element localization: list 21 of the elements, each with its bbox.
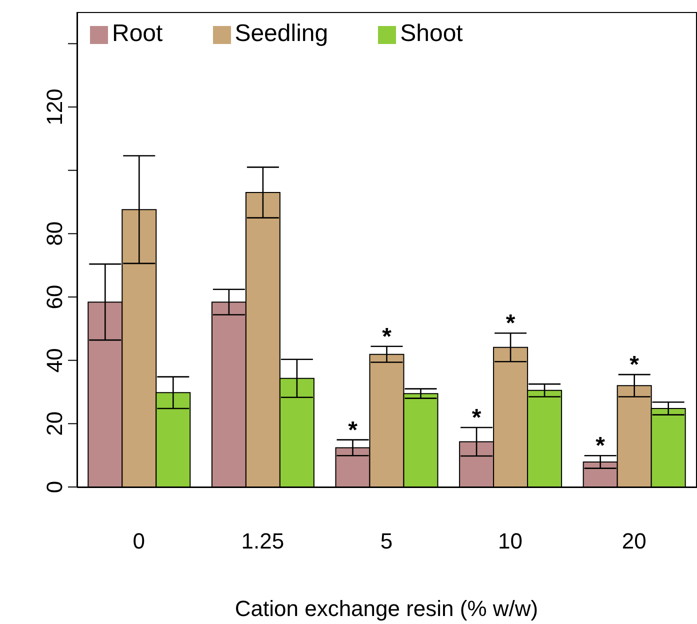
data-label: * xyxy=(382,323,392,350)
x-axis-title: Cation exchange resin (% w/w) xyxy=(234,596,538,621)
y-tick-label: 60 xyxy=(42,284,67,310)
data-label: * xyxy=(472,404,482,432)
y-tick-label: 120 xyxy=(42,88,67,126)
legend-label: Shoot xyxy=(400,20,463,47)
y-tick-label: 40 xyxy=(42,348,67,373)
y-tick-label: 0 xyxy=(42,480,67,494)
data-label: * xyxy=(506,310,516,338)
x-tick-label: 0 xyxy=(132,528,146,554)
data-label: * xyxy=(348,416,358,444)
legend-label: Root xyxy=(112,20,163,47)
y-tick-label: 80 xyxy=(42,221,67,246)
x-tick-label: 1.25 xyxy=(241,528,284,554)
y-tick-label: 20 xyxy=(42,411,67,436)
data-label: * xyxy=(630,352,640,379)
x-tick-label: 5 xyxy=(380,528,393,554)
x-tick-label: 10 xyxy=(498,528,523,554)
data-label: * xyxy=(596,432,606,460)
legend-label: Seedling xyxy=(234,20,328,47)
x-tick-label: 20 xyxy=(622,528,646,554)
